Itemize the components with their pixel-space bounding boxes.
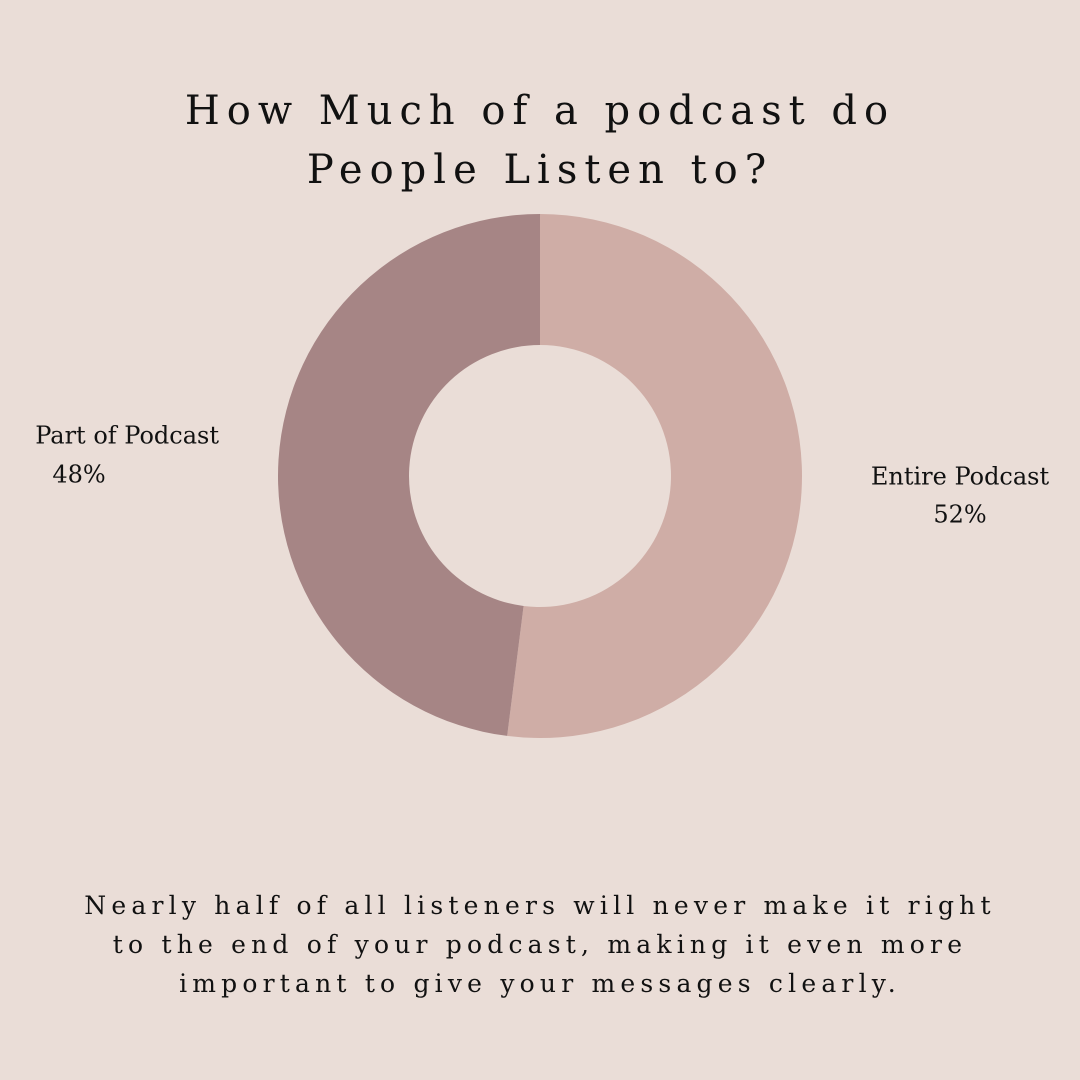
slice-label: Part of Podcast [35, 422, 219, 450]
chart-title: How Much of a podcast do People Listen t… [184, 88, 896, 193]
donut-slice [507, 214, 802, 739]
slice-label: Entire Podcast [871, 463, 1050, 491]
caption: Nearly half of all listeners will never … [84, 891, 996, 998]
donut-slice [277, 214, 540, 736]
slice-value-label: 48% [52, 461, 105, 489]
slice-value-label: 52% [933, 501, 986, 529]
